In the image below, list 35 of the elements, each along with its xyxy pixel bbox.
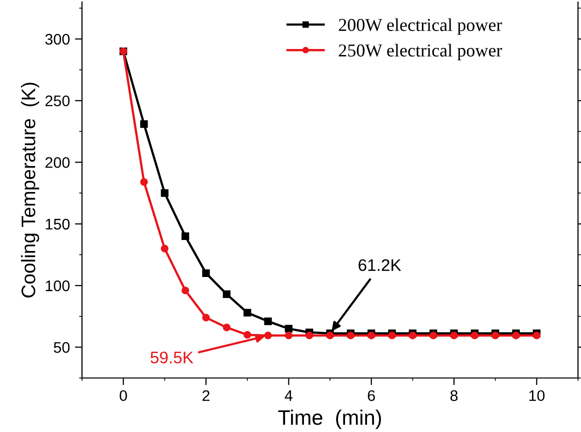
- point: [284, 324, 292, 333]
- point: [202, 314, 210, 322]
- legend-label: 250W electrical power: [338, 44, 502, 60]
- point: [202, 269, 210, 278]
- y-tick-label: 250: [45, 95, 70, 106]
- x-tick-label: 8: [450, 390, 458, 402]
- point: [264, 332, 272, 340]
- point: [222, 324, 230, 332]
- x-tick-label: 10: [529, 390, 545, 402]
- point: [284, 332, 292, 340]
- x-tick-label: 2: [202, 390, 210, 401]
- x-tick-label: 6: [368, 390, 375, 402]
- x-axis-title: Time (min): [278, 410, 381, 430]
- point: [140, 178, 148, 186]
- point: [244, 308, 252, 316]
- y-tick-label: 200: [45, 157, 70, 168]
- y-tick-label: 100: [46, 280, 70, 292]
- x-tick-label: 4: [284, 390, 292, 401]
- point: [160, 244, 168, 252]
- point: [264, 317, 272, 326]
- point: [306, 332, 314, 340]
- y-tick-label: 50: [54, 342, 70, 353]
- point: [244, 331, 252, 339]
- point: [182, 286, 190, 294]
- annotation: 59.5K: [150, 352, 194, 364]
- annotation: 61.2K: [358, 259, 402, 272]
- y-axis-title: Cooling Temperature (K): [21, 82, 40, 298]
- y-tick-label: 150: [46, 218, 70, 230]
- point: [160, 189, 168, 197]
- point: [182, 232, 190, 240]
- point: [140, 120, 148, 128]
- x-tick-label: 0: [120, 390, 127, 402]
- point: [222, 290, 230, 298]
- y-tick-label: 300: [45, 34, 70, 45]
- legend-label: 200W electrical power: [338, 18, 502, 35]
